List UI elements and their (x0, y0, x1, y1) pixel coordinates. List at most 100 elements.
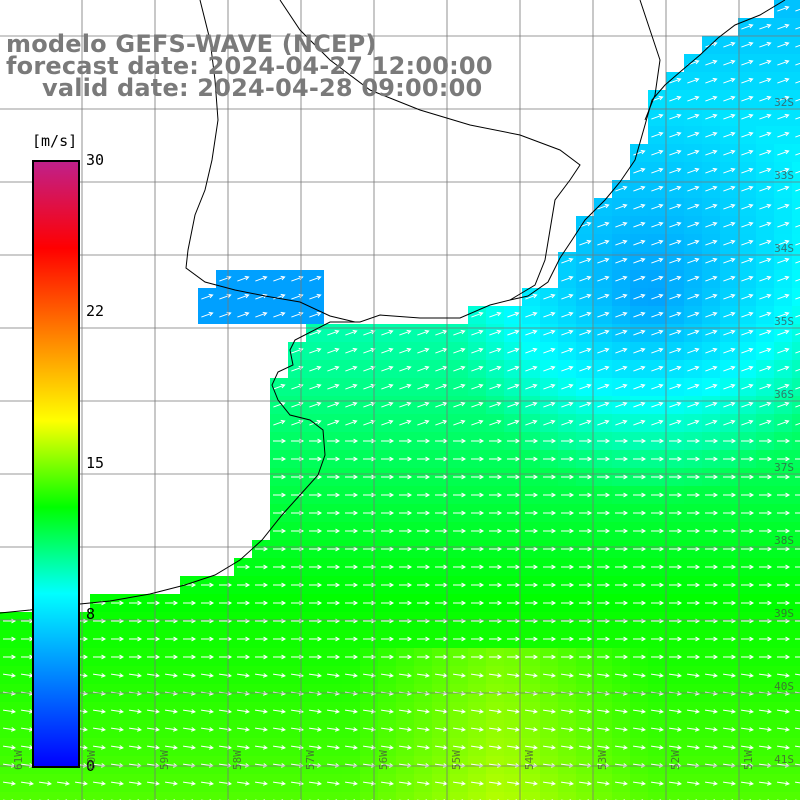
wind-arrow (651, 492, 665, 498)
wind-arrow (651, 546, 665, 552)
wind-arrow (471, 347, 484, 354)
wind-arrow (344, 727, 358, 732)
wind-arrow (795, 260, 800, 264)
wind-arrow (236, 745, 250, 750)
wind-cell (792, 738, 800, 756)
wind-cell (360, 792, 378, 800)
wind-cell (702, 792, 720, 800)
wind-arrow (452, 673, 466, 678)
wind-arrow (381, 365, 394, 372)
wind-arrow (795, 494, 800, 496)
wind-cell (792, 18, 800, 36)
wind-arrow (309, 636, 323, 642)
wind-arrow (740, 727, 754, 732)
wind-arrow (795, 8, 800, 12)
wind-cell (792, 324, 800, 342)
wind-arrow (759, 221, 772, 228)
wind-arrow (687, 365, 700, 372)
wind-arrow (524, 709, 538, 714)
wind-cell (36, 792, 54, 800)
wind-arrow (111, 636, 125, 642)
wind-arrow (723, 401, 736, 408)
wind-arrow (669, 438, 683, 444)
wind-arrow (381, 474, 395, 480)
wind-arrow (218, 781, 232, 786)
wind-arrow (255, 654, 269, 660)
wind-arrow (669, 365, 682, 372)
wind-arrow (597, 257, 610, 264)
wind-arrow (723, 564, 737, 570)
wind-arrow (794, 673, 800, 676)
wind-arrow (668, 745, 682, 750)
wind-arrow (201, 311, 214, 318)
wind-arrow (759, 329, 772, 336)
wind-arrow (777, 401, 790, 408)
wind-cell (288, 792, 306, 800)
wind-arrow (399, 456, 413, 462)
latitude-label: 35S (774, 315, 794, 328)
wind-arrow (489, 311, 502, 318)
wind-arrow (92, 781, 106, 786)
wind-arrow (723, 365, 736, 372)
wind-arrow (507, 311, 520, 318)
wind-arrow (507, 419, 520, 426)
wind-arrow (615, 510, 629, 516)
wind-arrow (759, 474, 773, 480)
wind-arrow (615, 654, 629, 660)
wind-arrow (309, 600, 323, 606)
wind-arrow (740, 781, 754, 786)
wind-arrow (560, 727, 574, 732)
wind-arrow (759, 419, 772, 426)
wind-arrow (254, 781, 268, 786)
wind-arrow (308, 745, 322, 750)
wind-arrow (723, 600, 737, 606)
wind-arrow (507, 329, 520, 336)
wind-arrow (561, 528, 575, 534)
wind-arrow (795, 512, 800, 514)
wind-arrow (308, 673, 322, 678)
wind-arrow (632, 745, 646, 750)
wind-arrow (489, 383, 502, 390)
wind-arrow (182, 727, 196, 732)
wind-arrow (651, 510, 665, 516)
wind-arrow (326, 727, 340, 732)
wind-arrow (344, 745, 358, 750)
wind-arrow (524, 727, 538, 732)
wind-cell (540, 792, 558, 800)
wind-arrow (507, 365, 520, 372)
wind-arrow (597, 203, 610, 210)
wind-arrow (650, 727, 664, 732)
wind-arrow (795, 422, 800, 426)
wind-arrow (759, 293, 772, 300)
longitude-label: 57W (304, 750, 317, 770)
wind-arrow (129, 636, 143, 642)
wind-arrow (687, 474, 701, 480)
wind-arrow (759, 41, 772, 48)
wind-arrow (705, 492, 719, 498)
wind-arrow (92, 745, 106, 750)
wind-arrow (417, 383, 430, 390)
wind-arrow (597, 528, 611, 534)
wind-arrow (759, 401, 772, 408)
wind-arrow (471, 401, 484, 408)
wind-arrow (525, 474, 539, 480)
wind-cell (792, 666, 800, 684)
wind-arrow (669, 564, 683, 570)
wind-arrow (705, 239, 718, 246)
wind-arrow (723, 383, 736, 390)
wind-cell (792, 180, 800, 198)
wind-arrow (561, 654, 575, 660)
wind-arrow (345, 636, 359, 642)
wind-arrow (723, 167, 736, 174)
wind-cell (522, 792, 540, 800)
wind-arrow (704, 709, 718, 714)
wind-arrow (543, 636, 557, 642)
wind-arrow (309, 275, 322, 282)
wind-arrow (759, 528, 773, 534)
wind-arrow (615, 564, 629, 570)
wind-arrow (507, 546, 521, 552)
wind-arrow (543, 311, 556, 318)
wind-arrow (597, 293, 610, 300)
wind-arrow (363, 438, 377, 444)
wind-arrow (777, 41, 790, 48)
